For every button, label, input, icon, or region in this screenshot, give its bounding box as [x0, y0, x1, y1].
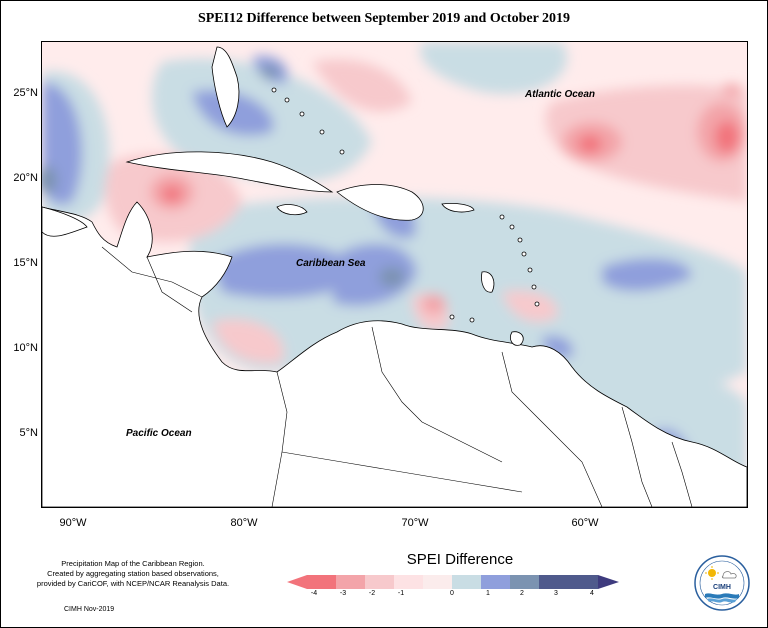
- core-yucatan-strong: [162, 186, 182, 202]
- land-hispaniola: [336, 184, 424, 221]
- land-mexico-coast: [42, 206, 88, 237]
- wave-icon-2: [707, 598, 737, 603]
- latitude-label-10n: 10°N: [13, 342, 38, 354]
- legend-swatch-6: [452, 575, 481, 589]
- longitude-label-60w: 60°W: [571, 517, 599, 529]
- core-gulf-dark: [42, 166, 57, 194]
- legend-tick-minus2: -2: [368, 590, 376, 597]
- label-caribbean-sea: Caribbean Sea: [296, 258, 366, 269]
- legend-tick-3: 3: [554, 590, 558, 597]
- notes-line-3: provided by CariCOF, with NCEP/NCAR Rean…: [36, 579, 230, 588]
- legend-swatch-10: [568, 575, 598, 589]
- core-east-strong: [715, 121, 739, 153]
- latitude-label-5n: 5°N: [19, 427, 38, 439]
- legend-swatch-3: [365, 575, 394, 589]
- logo-text: CIMH: [713, 584, 731, 591]
- latitude-label-15n: 15°N: [13, 257, 38, 269]
- map-panel[interactable]: [41, 41, 748, 508]
- longitude-label-80w: 80°W: [230, 517, 258, 529]
- zone-panama-pink: [212, 319, 284, 364]
- land-florida: [211, 46, 240, 128]
- land: [42, 46, 747, 507]
- credit-text: CIMH Nov-2019: [64, 606, 115, 613]
- core-atlantic-strong: [578, 135, 602, 153]
- legend-swatch-4: [394, 575, 423, 589]
- zone-caribbean-medium-1: [212, 243, 362, 298]
- legend-tick-2: 2: [520, 590, 524, 597]
- land-jamaica: [276, 204, 308, 216]
- notes-line-2: Created by aggregating station based obs…: [47, 569, 219, 578]
- legend-swatch-7: [481, 575, 510, 589]
- legend-swatch-1: [307, 575, 336, 589]
- cimh-logo: CIMH: [694, 555, 750, 611]
- legend-tick-1: 1: [486, 590, 490, 597]
- zone-atlantic-blue: [420, 42, 568, 94]
- core-caribbean-dark: [379, 267, 405, 287]
- legend-swatch-9: [539, 575, 568, 589]
- core-venezuela-red: [422, 294, 446, 314]
- legend-swatch-2: [336, 575, 365, 589]
- zone-atlantic-pink: [545, 85, 747, 202]
- latitude-label-25n: 25°N: [13, 87, 38, 99]
- legend-colorbar: [287, 575, 619, 589]
- legend-tick-0: 0: [450, 590, 454, 597]
- spei-map: [42, 42, 747, 507]
- wave-icon: [705, 593, 739, 599]
- legend-arrow-right: [598, 575, 619, 589]
- legend-arrow-left: [287, 575, 307, 589]
- legend-swatch-8: [510, 575, 539, 589]
- latitude-label-20n: 20°N: [13, 172, 38, 184]
- country-borders: [101, 246, 693, 507]
- legend-tick-minus4: -4: [310, 590, 318, 597]
- legend-tick-minus1: -1: [397, 590, 405, 597]
- land-south-central-america: [42, 201, 747, 507]
- longitude-label-90w: 90°W: [59, 517, 87, 529]
- land-windward-island: [481, 271, 495, 293]
- zone-north-pink: [312, 59, 412, 112]
- legend-tick-4: 4: [590, 590, 594, 597]
- zone-leeward-medium: [602, 258, 692, 292]
- label-atlantic-ocean: Atlantic Ocean: [525, 89, 596, 100]
- zone-antilles-pink: [502, 290, 558, 322]
- legend-title: SPEI Difference: [406, 551, 514, 568]
- zone-caribbean-medium-2: [332, 243, 417, 306]
- core-northeast-red: [722, 84, 742, 96]
- cloud-icon: [721, 571, 737, 579]
- land-trinidad: [510, 331, 524, 346]
- sun-icon: [705, 566, 719, 580]
- land-puerto-rico: [441, 202, 475, 213]
- land-cuba: [125, 151, 334, 193]
- core-florida-dark: [260, 66, 280, 78]
- map-title: SPEI12 Difference between September 2019…: [197, 11, 571, 26]
- notes-line-1: Precipitation Map of the Caribbean Regio…: [61, 559, 205, 568]
- map-notes: Precipitation Map of the Caribbean Regio…: [0, 559, 266, 589]
- legend-swatch-5: [423, 575, 452, 589]
- label-pacific-ocean: Pacific Ocean: [126, 428, 192, 439]
- small-islands: [271, 87, 540, 323]
- legend-tick-minus3: -3: [339, 590, 347, 597]
- longitude-label-70w: 70°W: [401, 517, 429, 529]
